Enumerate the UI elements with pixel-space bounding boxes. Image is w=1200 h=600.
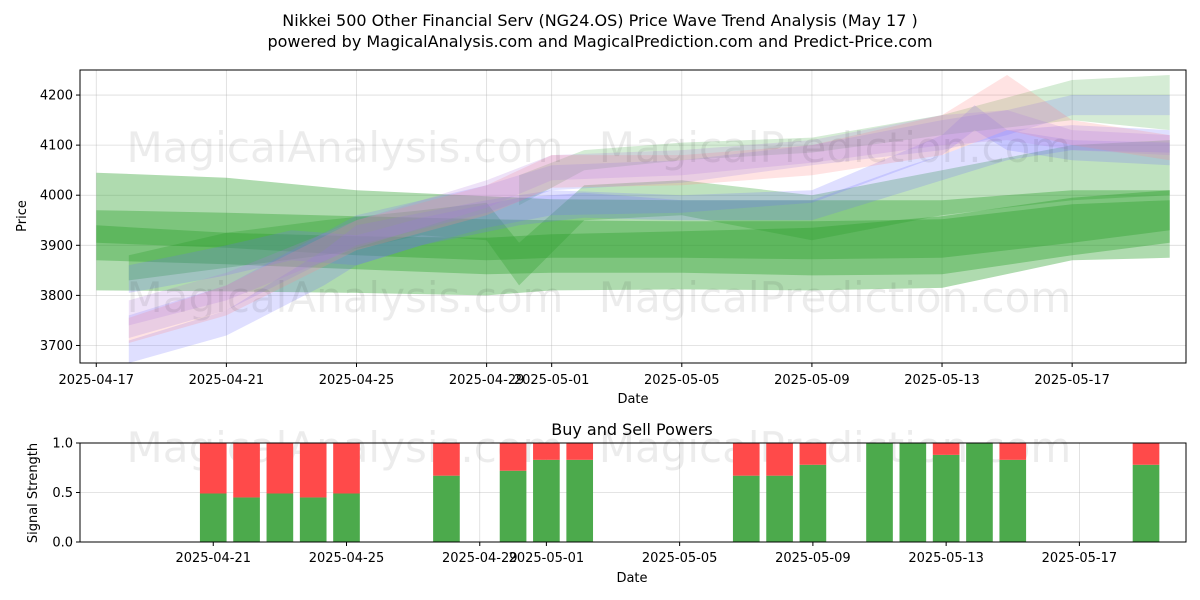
buy-bar [999,459,1027,542]
power-y-label: Signal Strength [26,443,41,543]
price-chart: MagicalAnalysis.com MagicalPrediction.co… [15,69,1187,407]
sell-bar [233,443,260,498]
buy-bar [233,497,260,542]
wave-band-red [128,75,1170,343]
sell-bar [732,443,760,476]
buy-bar [433,475,460,542]
price-y-tick-label: 4000 [40,189,73,204]
sell-bar [199,443,227,494]
sell-bar [299,443,327,498]
power-x-tick-label: 2025-05-05 [642,551,718,566]
sell-bar [799,443,827,465]
price-x-tick-label: 2025-05-01 [514,373,590,388]
price-y-axis: 3700 3800 3900 4000 4100 4200 [40,89,80,354]
figure-title-line2: powered by MagicalAnalysis.com and Magic… [267,32,932,51]
sell-bar [533,443,560,460]
price-x-tick-label: 2025-04-17 [58,373,134,388]
watermark-top-right: MagicalPrediction.com [599,123,1072,172]
buy-bar [766,475,793,542]
wave-band-green [96,172,1170,261]
buy-bar [533,459,560,542]
buy-bar [866,443,893,542]
power-x-tick-label: 2025-05-17 [1042,551,1118,566]
price-x-tick-label: 2025-05-17 [1034,373,1110,388]
price-y-tick-label: 3900 [40,239,73,254]
price-x-label: Date [617,392,648,407]
buy-bar [333,493,360,542]
power-y-tick-label: 0.5 [52,486,73,501]
power-y-axis: 0.0 0.5 1.0 [52,437,80,551]
power-y-tick-label: 1.0 [52,437,73,452]
price-y-label: Price [15,200,30,232]
sell-bar [932,443,960,455]
price-x-tick-label: 2025-04-25 [319,373,395,388]
price-wave-series [96,75,1170,363]
wave-band-green [96,200,1170,276]
buy-bar [566,459,594,542]
power-bars [199,443,1160,542]
power-x-tick-label: 2025-04-25 [309,551,385,566]
price-y-tick-label: 4200 [40,89,73,104]
price-x-tick-label: 2025-05-09 [774,373,850,388]
power-x-tick-label: 2025-05-01 [509,551,585,566]
power-x-tick-label: 2025-05-13 [908,551,984,566]
sell-bar [566,443,594,460]
price-x-tick-label: 2025-04-29 [449,373,525,388]
buy-bar [299,497,327,542]
sell-bar [266,443,294,494]
power-y-tick-label: 0.0 [52,536,73,551]
sell-bar [999,443,1027,460]
buy-bar [932,454,960,542]
buy-bar [499,470,527,542]
price-y-tick-label: 3700 [40,339,73,354]
power-x-tick-label: 2025-04-29 [442,551,518,566]
price-plot-area [80,70,1186,363]
figure-title-line1: Nikkei 500 Other Financial Serv (NG24.OS… [282,11,917,30]
buy-bar [1132,464,1160,542]
watermark-mid-right: MagicalPrediction.com [599,273,1072,322]
buy-bar [899,443,927,542]
buy-bar [732,475,760,542]
sell-bar [766,443,793,476]
buy-bar [266,493,294,542]
watermark-mid-left: MagicalAnalysis.com [127,273,564,322]
price-x-tick-label: 2025-04-21 [189,373,265,388]
sell-bar [433,443,460,476]
price-x-tick-label: 2025-05-05 [644,373,720,388]
power-x-tick-label: 2025-04-21 [175,551,251,566]
buy-bar [799,464,827,542]
watermark-top-left: MagicalAnalysis.com [127,123,564,172]
power-chart-title: Buy and Sell Powers [551,420,713,439]
buy-bar [199,493,227,542]
wave-band-purple [128,110,1170,326]
price-plot-frame [79,69,1187,364]
wave-band-green [96,190,1170,296]
power-chart: Buy and Sell Powers MagicalAnalysis.com … [26,420,1187,586]
wave-band-green [519,75,1170,206]
price-y-tick-label: 3800 [40,289,73,304]
buy-bar [966,443,993,542]
wave-band-blue [128,125,1170,293]
price-x-axis: 2025-04-17 2025-04-21 2025-04-25 2025-04-29… [58,363,1110,388]
sell-bar [499,443,527,471]
price-grid [80,70,1186,363]
power-x-tick-label: 2025-05-09 [775,551,851,566]
price-x-tick-label: 2025-05-13 [904,373,980,388]
sell-bar [333,443,360,494]
wave-band-green [128,140,1170,286]
power-x-axis: 2025-04-21 2025-04-25 2025-04-292025-05-01… [175,542,1117,566]
power-x-label: Date [616,571,647,586]
sell-bar [1132,443,1160,465]
price-y-tick-label: 4100 [40,139,73,154]
